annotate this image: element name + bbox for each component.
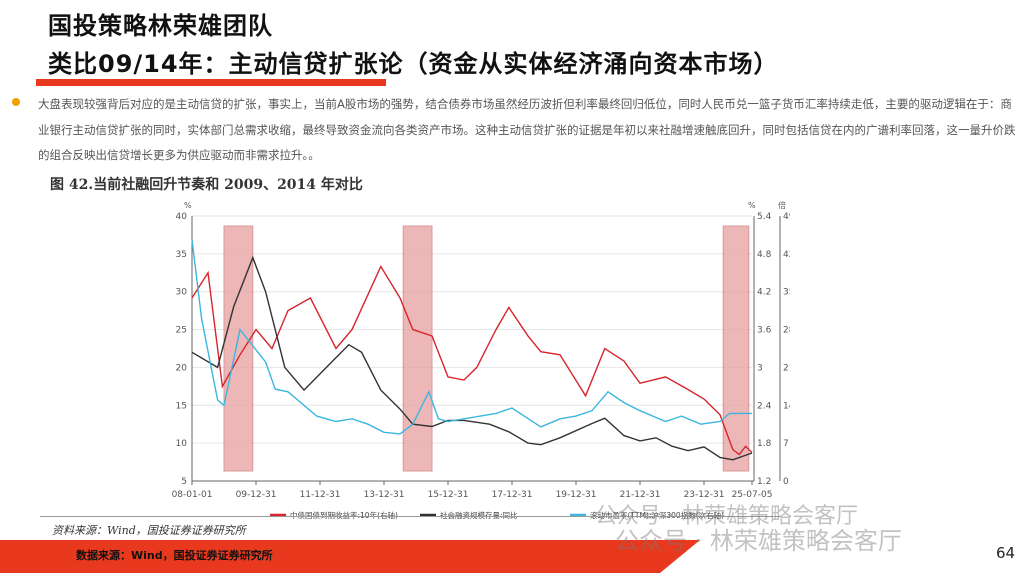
x-tick-label: 15-12-31: [428, 490, 469, 500]
y-right2-tick-label: 42: [783, 250, 790, 260]
y-right-tick-label: 4.8: [757, 250, 772, 260]
shaded-period: [223, 225, 254, 472]
y-left-tick-label: 40: [176, 212, 188, 222]
y-left-tick-label: 30: [176, 288, 188, 298]
y-right2-tick-label: 49: [783, 212, 790, 222]
y-left-unit: %: [184, 201, 192, 210]
x-tick-label: 19-12-31: [556, 490, 597, 500]
x-tick-label: 25-07-05: [732, 490, 773, 500]
watermark: 公众号 · 林荣雄策略会客厅: [595, 504, 858, 529]
y-right2-tick-label: 21: [783, 363, 790, 373]
y-right2-tick-label: 35: [783, 288, 790, 298]
y-left-tick-label: 15: [176, 401, 187, 411]
y-left-tick-label: 5: [181, 477, 187, 487]
slide-subtitle: 类比09/14年：主动信贷扩张论（资金从实体经济涌向资本市场）: [48, 50, 779, 78]
series-line-3: [191, 239, 752, 435]
figure-title: 图 42.当前社融回升节奏和 2009、2014 年对比: [50, 177, 363, 193]
y-right-tick-label: 1.8: [757, 439, 772, 449]
x-tick-label: 21-12-31: [620, 490, 661, 500]
x-tick-label: 17-12-31: [492, 490, 533, 500]
y-right2-unit: 倍: [778, 200, 786, 210]
bullet-icon: [12, 98, 20, 106]
y-left-tick-label: 10: [176, 439, 188, 449]
y-right-tick-label: 4.2: [757, 288, 771, 298]
x-tick-label: 23-12-31: [684, 490, 725, 500]
series-line-1: [191, 265, 753, 456]
y-right-tick-label: 3.6: [757, 326, 772, 336]
legend-label: 社会融资规模存量:同比: [440, 510, 518, 520]
y-right2-tick-label: 28: [783, 326, 790, 336]
y-right2-tick-label: 14: [783, 401, 790, 411]
title-underline: [36, 79, 386, 86]
legend-label: 中债国债到期收益率:10年(右轴): [290, 510, 398, 520]
x-tick-label: 11-12-31: [300, 490, 341, 500]
y-right-tick-label: 5.4: [757, 212, 772, 222]
y-right-tick-label: 3: [757, 363, 763, 373]
shaded-period: [402, 225, 433, 472]
figure-source: 资料来源：Wind，国投证券证券研究所: [52, 524, 246, 537]
shaded-period: [722, 225, 750, 472]
footer-source: 数据来源：Wind，国投证券证券研究所: [76, 549, 273, 562]
y-right-unit: %: [748, 201, 756, 210]
y-left-tick-label: 25: [176, 326, 187, 336]
x-tick-label: 08-01-01: [172, 490, 213, 500]
page-number: 64: [996, 544, 1016, 562]
y-left-tick-label: 35: [176, 250, 187, 260]
y-right2-tick-label: 7: [783, 439, 789, 449]
series-line-2: [191, 255, 753, 461]
y-left-tick-label: 20: [176, 363, 188, 373]
divider: [40, 516, 780, 517]
y-right-tick-label: 1.2: [757, 477, 771, 487]
watermark: 公众号 · 林荣雄策略会客厅: [615, 527, 902, 555]
x-tick-label: 09-12-31: [236, 490, 277, 500]
x-tick-label: 13-12-31: [364, 490, 405, 500]
footer-band: [0, 540, 700, 573]
slide-title: 国投策略林荣雄团队: [48, 12, 273, 40]
line-chart: 5 10 15 20 25 30 35 40%% 倍 1.2 1.8 2.4 3 3.6 4.2 4.8 5.4…: [172, 200, 790, 520]
y-right-tick-label: 2.4: [757, 401, 772, 411]
body-paragraph: 大盘表现较强背后对应的是主动信贷的扩张，事实上，当前A股市场的强势，结合债券市场…: [38, 97, 1016, 162]
legend-label: 滚动市盈率(TTM):沪深300指数(次右轴): [590, 510, 724, 520]
y-right2-tick-label: 0: [783, 477, 789, 487]
